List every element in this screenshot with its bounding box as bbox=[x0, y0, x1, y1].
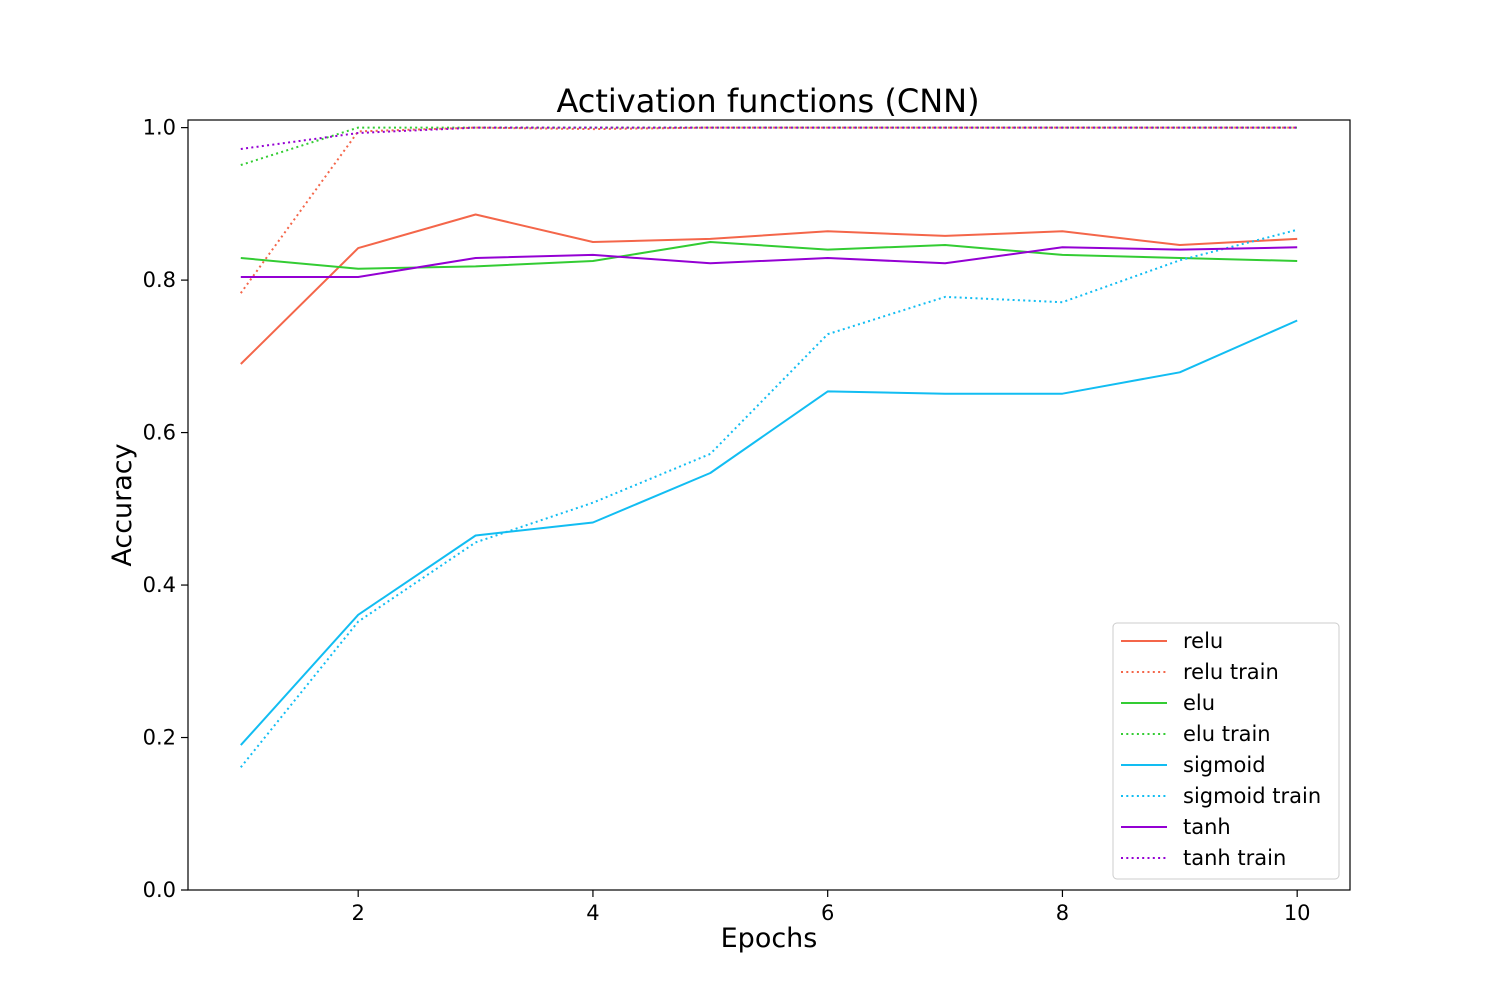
legend-label-elu: elu bbox=[1183, 691, 1215, 715]
legend: relu relu train elu elu train sigmoid sigmoid… bbox=[1112, 622, 1340, 880]
legend-label-elu-train: elu train bbox=[1183, 722, 1271, 746]
x-tick-label: 8 bbox=[1056, 901, 1069, 925]
series-line-tanh bbox=[240, 246, 1298, 278]
series-line-sigmoid-train bbox=[240, 228, 1298, 768]
legend-label-relu: relu bbox=[1183, 629, 1223, 653]
series-line-relu bbox=[240, 213, 1298, 365]
x-axis: 2 4 6 8 10 bbox=[352, 890, 1311, 925]
plot-frame bbox=[187, 119, 1351, 891]
y-tick-label: 0.0 bbox=[143, 878, 176, 902]
legend-label-tanh: tanh bbox=[1183, 815, 1231, 839]
x-tick-label: 10 bbox=[1284, 901, 1311, 925]
y-tick-label: 0.4 bbox=[143, 573, 176, 597]
legend-label-sigmoid: sigmoid bbox=[1183, 753, 1266, 777]
y-axis: 0.0 0.2 0.4 0.6 0.8 1.0 bbox=[143, 116, 188, 902]
series-line-relu-train bbox=[239, 126, 1298, 294]
series-line-sigmoid bbox=[240, 319, 1298, 746]
x-tick-label: 6 bbox=[821, 901, 834, 925]
series-line-tanh-train bbox=[240, 126, 1298, 150]
x-axis-label: Epochs bbox=[721, 923, 818, 954]
chart-title: Activation functions (CNN) bbox=[556, 82, 979, 120]
y-tick-label: 0.8 bbox=[143, 268, 176, 292]
legend-label-sigmoid-train: sigmoid train bbox=[1183, 784, 1321, 808]
y-tick-label: 0.6 bbox=[143, 421, 176, 445]
x-tick-label: 2 bbox=[352, 901, 365, 925]
y-tick-label: 1.0 bbox=[143, 116, 176, 140]
legend-box bbox=[1112, 622, 1340, 880]
y-tick-label: 0.2 bbox=[143, 726, 176, 750]
x-tick-label: 4 bbox=[586, 901, 599, 925]
y-axis-label: Accuracy bbox=[107, 443, 138, 566]
legend-label-tanh-train: tanh train bbox=[1183, 846, 1286, 870]
series-layer bbox=[239, 126, 1298, 768]
legend-label-relu-train: relu train bbox=[1183, 660, 1279, 684]
